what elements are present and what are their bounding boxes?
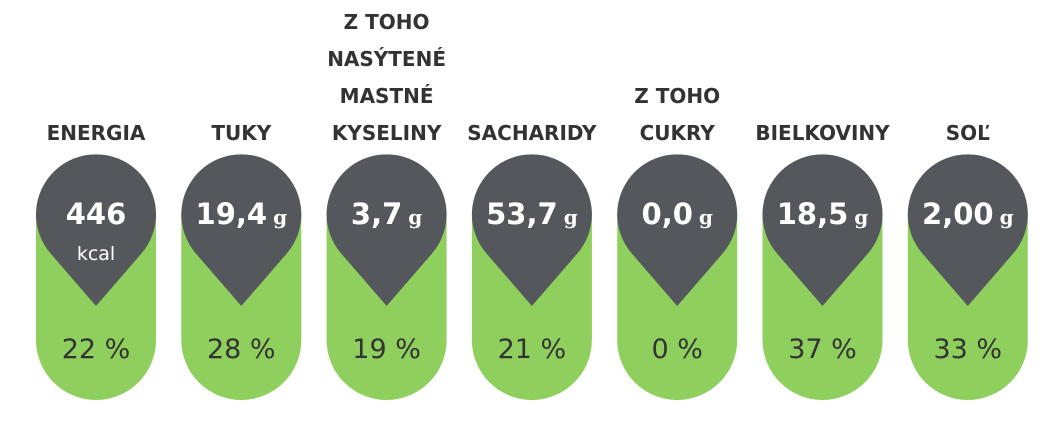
amount: 2,00 g [922, 197, 1014, 231]
percent: 21 % [498, 334, 567, 365]
drop [617, 154, 738, 306]
nutrient-label: TUKY [211, 121, 271, 145]
drop [181, 154, 302, 306]
unit: g [564, 205, 578, 229]
nutrient-label: NASÝTENÉ [327, 47, 446, 71]
percent: 19 % [352, 334, 421, 365]
nutrient: TUKY 19,4 g 28 % [181, 121, 302, 400]
nutrient: BIELKOVINY 18,5 g 37 % [755, 121, 890, 400]
nutrient-label: MASTNÉ [340, 84, 434, 108]
percent: 22 % [62, 334, 131, 365]
amount-value: 2,00 [922, 197, 994, 231]
percent: 37 % [788, 334, 857, 365]
nutrient-label: ENERGIA [47, 121, 146, 145]
drop [36, 154, 157, 306]
nutrient-label: SOĽ [946, 121, 990, 145]
percent: 0 % [651, 334, 702, 365]
nutrient: ENERGIA 446 kcal 22 % [36, 121, 157, 400]
nutrient-label: Z TOHO [634, 84, 720, 108]
amount: 53,7 g [486, 197, 578, 231]
drop [471, 154, 592, 306]
nutrient-label: Z TOHO [344, 10, 430, 34]
unit: g [1000, 205, 1014, 229]
nutrient: Z TOHO NASÝTENÉ MASTNÉ KYSELINY 3,7 g 19 % [326, 10, 447, 400]
amount-value: 18,5 [777, 197, 849, 231]
nutrient: SOĽ 2,00 g 33 % [907, 121, 1028, 400]
amount: 0,0 g [642, 197, 713, 231]
unit: g [273, 205, 287, 229]
nutrient: Z TOHO CUKRY 0,0 g 0 % [617, 84, 738, 400]
nutrient-label: BIELKOVINY [755, 121, 890, 145]
percent: 28 % [207, 334, 276, 365]
amount: 446 [66, 197, 127, 231]
nutrient-label: KYSELINY [332, 121, 442, 145]
amount-value: 53,7 [486, 197, 558, 231]
unit: g [408, 205, 422, 229]
amount-value: 19,4 [196, 197, 268, 231]
drop [762, 154, 883, 306]
drop [907, 154, 1028, 306]
amount-value: 0,0 [642, 197, 693, 231]
drop [326, 154, 447, 306]
amount: 3,7 g [351, 197, 422, 231]
nutrient-label: CUKRY [640, 121, 716, 145]
amount: 18,5 g [777, 197, 869, 231]
nutrient-label: SACHARIDY [467, 121, 597, 145]
unit: kcal [77, 243, 115, 265]
amount: 19,4 g [196, 197, 288, 231]
nutrient: SACHARIDY 53,7 g 21 % [467, 121, 597, 400]
percent: 33 % [933, 334, 1002, 365]
amount-value: 3,7 [351, 197, 402, 231]
unit: g [699, 205, 713, 229]
unit: g [854, 205, 868, 229]
